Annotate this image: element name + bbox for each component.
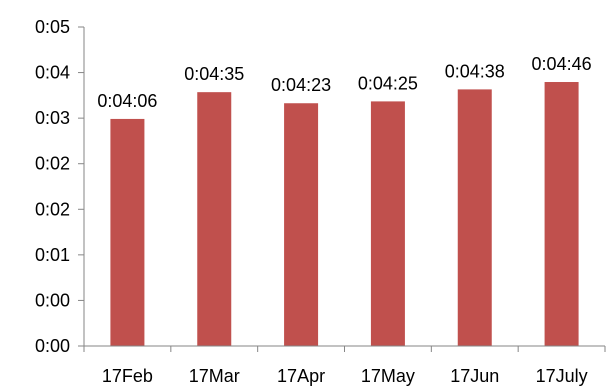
bars [110, 82, 579, 347]
data-labels: 0:04:06 0:04:35 0:04:23 0:04:25 0:04:38 0:04:… [97, 54, 591, 111]
y-tick-label: 0:04 [35, 63, 70, 83]
x-axis-ticks [83, 346, 606, 352]
bar [370, 101, 405, 346]
bar [544, 82, 579, 347]
bar [110, 118, 145, 347]
y-tick-label: 0:02 [35, 154, 70, 174]
y-tick-label: 0:00 [35, 290, 70, 310]
y-tick-label: 0:00 [35, 336, 70, 356]
x-tick-label: 17July [536, 366, 588, 386]
x-axis-tick-labels: 17Feb 17Mar 17Apr 17May 17Jun 17July [102, 366, 588, 386]
x-tick-label: 17Feb [102, 366, 153, 386]
bar-data-label: 0:04:35 [184, 64, 244, 84]
x-tick-label: 17Jun [450, 366, 499, 386]
bar [284, 103, 319, 346]
y-tick-label: 0:01 [35, 245, 70, 265]
x-tick-label: 17May [361, 366, 415, 386]
bar-data-label: 0:04:46 [532, 54, 592, 74]
bar-data-label: 0:04:23 [271, 75, 331, 95]
y-tick-label: 0:03 [35, 108, 70, 128]
x-tick-label: 17Apr [277, 366, 325, 386]
x-tick-label: 17Mar [189, 366, 240, 386]
bar-data-label: 0:04:25 [358, 73, 418, 93]
bar [457, 89, 492, 347]
y-axis-ticks: 0:00 0:00 0:01 0:02 0:02 0:03 0:04 0:05 [35, 17, 84, 356]
bar-data-label: 0:04:06 [97, 91, 157, 111]
y-tick-label: 0:02 [35, 199, 70, 219]
bar [197, 92, 232, 347]
bar-data-label: 0:04:38 [445, 61, 505, 81]
y-tick-label: 0:05 [35, 17, 70, 37]
